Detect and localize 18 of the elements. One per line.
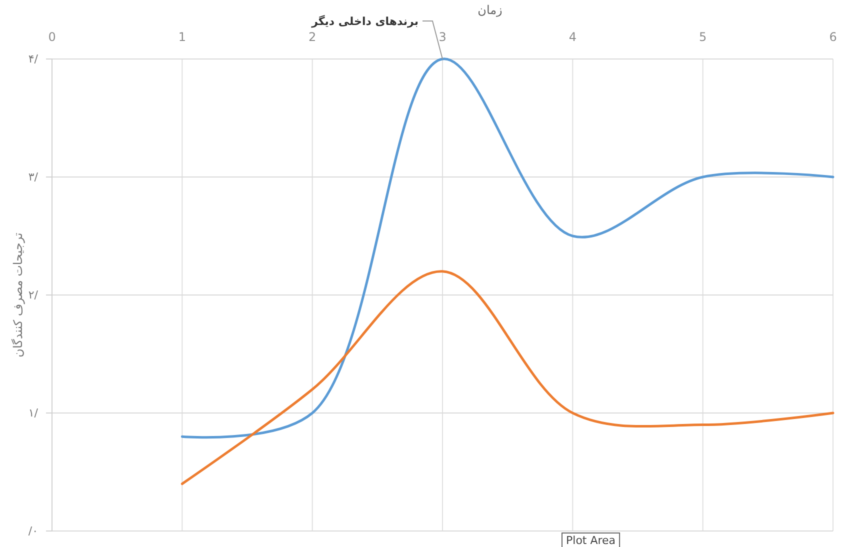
x-tick-label: 2 (308, 30, 316, 44)
y-tick-label: /۰ (28, 524, 38, 538)
y-tick-label: ۲/ (28, 288, 38, 302)
x-tick-label: 6 (829, 30, 837, 44)
text: برندهای داخلی دیگر (310, 15, 418, 28)
y-tick-label: ۱/ (28, 406, 38, 420)
x-tick-label: 5 (699, 30, 707, 44)
x-tick-label: 4 (568, 30, 576, 44)
y-axis-title: ترجیحات مصرف کنندگان (11, 232, 25, 358)
text: Plot Area (566, 534, 616, 547)
y-tick-label: ۴/ (28, 52, 38, 66)
x-tick-label: 0 (48, 30, 56, 44)
x-tick-label: 1 (178, 30, 186, 44)
x-tick-label: 3 (438, 30, 446, 44)
line-series (180, 270, 834, 486)
x-axis-title: زمان (478, 3, 503, 17)
line-series (180, 58, 834, 439)
y-tick-label: ۳/ (28, 170, 38, 184)
